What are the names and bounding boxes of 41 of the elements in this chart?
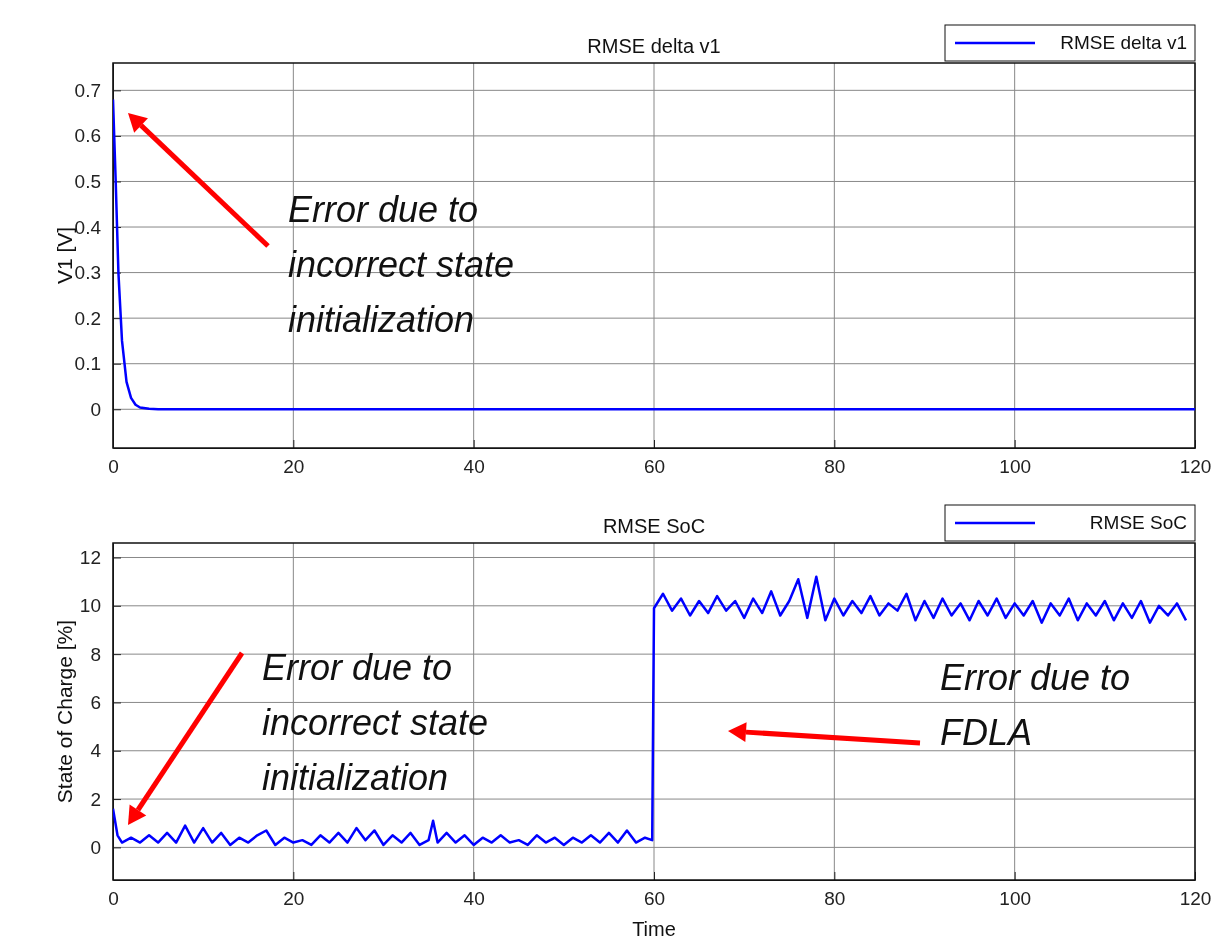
- annotation: Error due to FDLA: [940, 657, 1131, 753]
- y-tick-label: 0.7: [74, 79, 101, 101]
- y-tick-label: 12: [79, 547, 101, 569]
- chart-title: RMSE SoC: [602, 515, 706, 537]
- y-axis-title: V1 [V]: [53, 226, 76, 285]
- x-tick-label: 20: [283, 456, 305, 478]
- text: RMSE SoC: [1089, 512, 1187, 533]
- x-tick-label: 120: [1179, 888, 1212, 910]
- x-tick-label: 80: [824, 888, 846, 910]
- y-tick-label: 0.2: [74, 307, 101, 329]
- y-tick-label: 0: [90, 836, 101, 858]
- y-tick-label: 2: [90, 788, 101, 810]
- annotation: Error due to incorrect state initialization: [262, 647, 489, 798]
- x-axis-title: Time: [632, 918, 676, 940]
- x-tick-label: 0: [108, 456, 119, 478]
- x-tick-label: 60: [643, 456, 666, 478]
- y-axis-title: State of Charge [%]: [53, 619, 76, 804]
- y-tick-label: 10: [79, 595, 101, 617]
- y-tick-label: 0.3: [74, 262, 101, 284]
- y-tick-label: 0.6: [74, 125, 101, 147]
- x-tick-label: 0: [108, 888, 119, 910]
- x-tick-label: 120: [1179, 456, 1212, 478]
- y-tick-label: 4: [90, 740, 102, 762]
- y-tick-label: 0: [90, 398, 101, 420]
- x-tick-label: 80: [824, 456, 846, 478]
- x-tick-label: 20: [283, 888, 305, 910]
- y-tick-label: 0.1: [74, 353, 101, 375]
- y-tick-label: 6: [90, 692, 101, 714]
- y-tick-label: 0.5: [74, 171, 101, 193]
- annotation: Error due to incorrect state initialization: [288, 189, 515, 340]
- legend-label: RMSE delta v1: [1060, 32, 1187, 53]
- chart-title: RMSE delta v1: [587, 35, 721, 57]
- line-series: [113, 98, 1195, 411]
- line-series: [113, 575, 1188, 847]
- x-tick-label: 60: [643, 888, 666, 910]
- y-tick-label: 8: [90, 643, 101, 665]
- x-tick-label: 100: [999, 456, 1032, 478]
- x-tick-label: 40: [463, 456, 485, 478]
- y-tick-label: 0.4: [74, 216, 102, 238]
- x-tick-label: 100: [999, 888, 1032, 910]
- x-tick-label: 40: [463, 888, 485, 910]
